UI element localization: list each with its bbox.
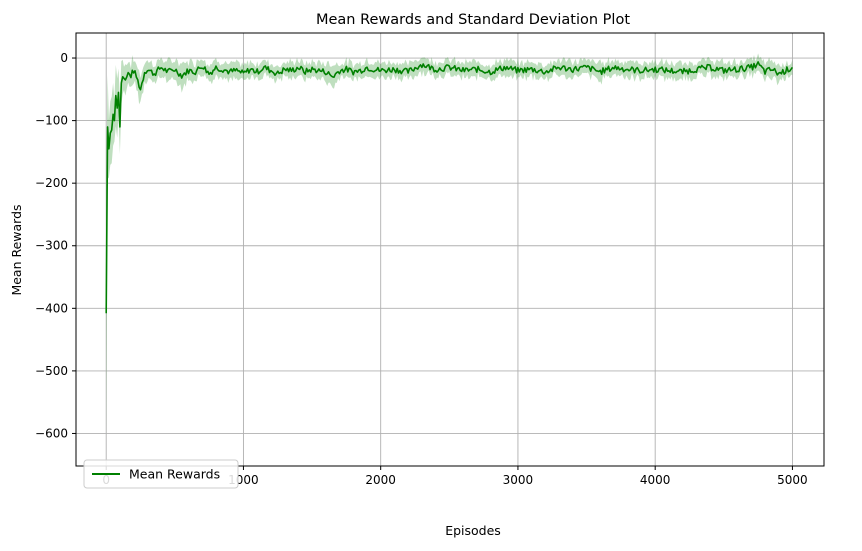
x-axis-label: Episodes: [445, 523, 501, 538]
legend-box: [83, 459, 239, 489]
series-line-layer: [105, 61, 794, 314]
y-tick-label: 0: [60, 51, 68, 65]
plot-frame: [75, 32, 825, 467]
chart-title: Mean Rewards and Standard Deviation Plot: [316, 12, 630, 28]
y-tick-labels: 0 −100 −200 −300 −400 −500 −600: [35, 51, 68, 440]
mean-rewards-line: [105, 61, 794, 314]
y-tick-label: −500: [35, 364, 68, 378]
y-tick-label: −200: [35, 176, 68, 190]
y-tick-label: −100: [35, 114, 68, 128]
x-tick-label: 2000: [365, 473, 396, 487]
y-tick-label: −600: [35, 426, 68, 440]
x-tick-label: 4000: [640, 473, 671, 487]
legend: Mean Rewards: [83, 459, 239, 489]
grid-lines: [76, 33, 824, 466]
x-tick-label: 5000: [777, 473, 808, 487]
y-axis-label: Mean Rewards: [9, 204, 24, 295]
y-tick-label: −300: [35, 239, 68, 253]
axes: [72, 32, 825, 470]
x-tick-label: 3000: [503, 473, 534, 487]
legend-entry-mean-rewards: Mean Rewards: [129, 467, 220, 482]
y-tick-label: −400: [35, 301, 68, 315]
